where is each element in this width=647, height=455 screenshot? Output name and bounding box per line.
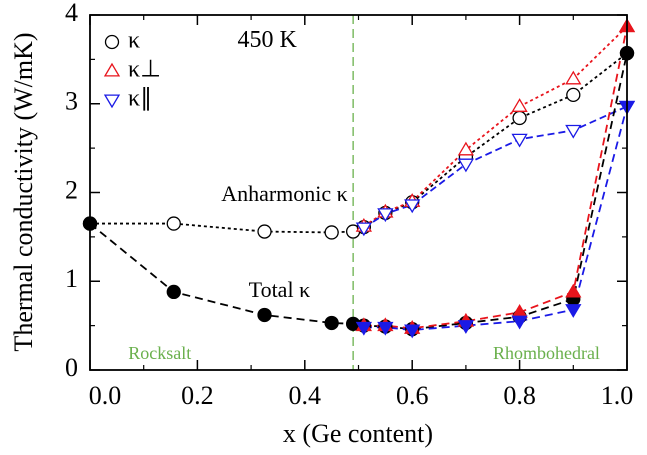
x-tick-label: 0.6 (396, 381, 429, 410)
y-tick-label: 1 (65, 264, 78, 293)
x-tick-label: 1.0 (601, 381, 634, 410)
series-line (90, 52, 628, 234)
data-point (355, 222, 373, 237)
annotation: Anharmonic κ (221, 181, 348, 206)
data-point (166, 284, 181, 300)
data-point (565, 70, 582, 85)
data-point (565, 304, 582, 318)
y-tick-label: 2 (65, 175, 78, 204)
legend-marker (103, 94, 121, 109)
annotation: 450 K (238, 27, 298, 53)
annotation: Rocksalt (128, 343, 191, 363)
data-point (565, 283, 582, 298)
series-line (363, 25, 628, 227)
annotation: Total κ (249, 277, 310, 302)
data-point (511, 133, 528, 148)
legend-label: κ⊥ (128, 57, 161, 83)
data-point (457, 158, 475, 173)
x-axis-label: x (Ge content) (283, 419, 433, 448)
legend-label: κ∥ (128, 86, 152, 112)
data-point (324, 225, 339, 240)
data-point (565, 124, 582, 139)
series-line (363, 26, 628, 330)
series-line (363, 105, 628, 229)
data-point (512, 110, 527, 126)
data-point (166, 216, 181, 231)
y-axis-label: Thermal conductivity (W/mK) (9, 32, 38, 351)
x-tick-label: 0.4 (289, 381, 322, 410)
data-point (457, 141, 475, 156)
data-point (324, 315, 339, 331)
data-point (355, 321, 373, 336)
data-point (257, 224, 272, 239)
series-line (89, 52, 628, 331)
data-point (511, 98, 528, 112)
data-point (404, 199, 421, 214)
data-point (457, 320, 475, 334)
legend-marker (104, 34, 120, 50)
data-point (404, 324, 421, 339)
y-tick-label: 0 (65, 353, 78, 382)
x-tick-label: 0.0 (89, 381, 122, 410)
data-point (377, 208, 394, 223)
annotation: Rhombohedral (493, 343, 600, 363)
data-point (257, 307, 272, 323)
legend-marker (103, 62, 121, 77)
y-tick-label: 4 (65, 0, 78, 27)
plot-frame (89, 14, 628, 371)
data-point (511, 315, 528, 330)
x-tick-label: 0.8 (503, 381, 536, 410)
y-tick-label: 3 (65, 87, 78, 116)
x-tick-label: 0.2 (181, 381, 214, 410)
data-point (566, 87, 581, 103)
legend-label: κ (128, 28, 140, 54)
data-point (377, 321, 394, 336)
